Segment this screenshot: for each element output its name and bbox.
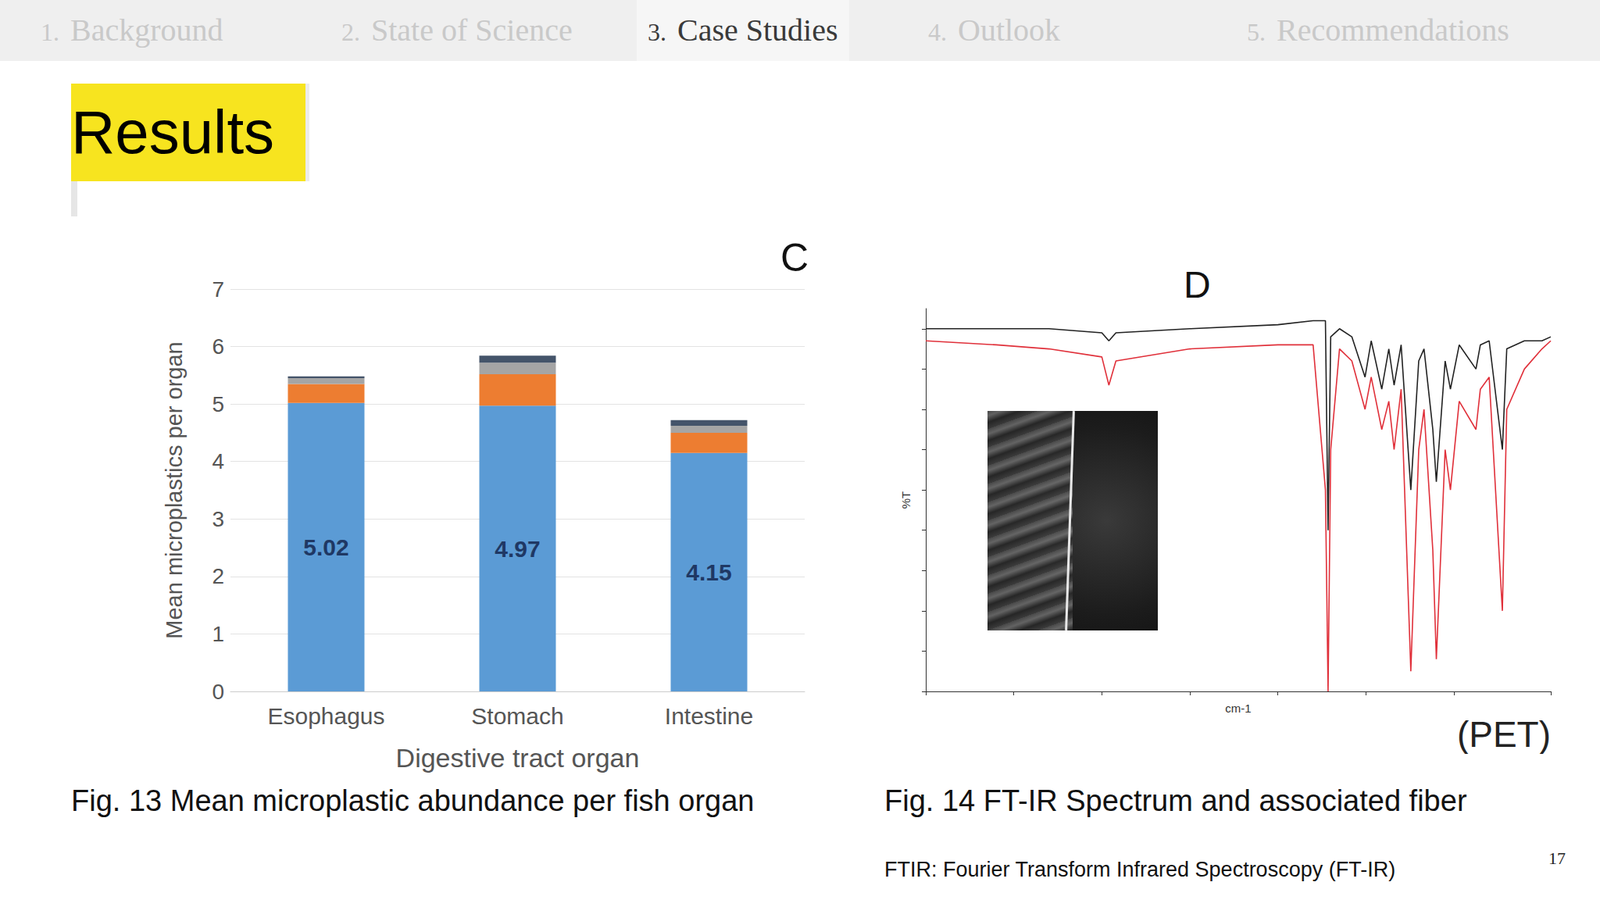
svg-text:Stomach: Stomach: [471, 703, 564, 729]
svg-text:5.02: 5.02: [303, 534, 349, 561]
html-text:17: 17: [1548, 848, 1566, 868]
svg-text:D: D: [1183, 264, 1211, 306]
svg-text:%T: %T: [899, 491, 913, 510]
svg-text:5: 5: [211, 392, 225, 417]
svg-text:Digestive tract organ: Digestive tract organ: [396, 742, 640, 773]
svg-text:Esophagus: Esophagus: [267, 703, 385, 729]
html-text:FTIR: Fourier Transform Infrar: FTIR: Fourier Transform Infrared Spectro…: [884, 857, 1396, 882]
svg-text:C: C: [780, 235, 809, 280]
html-text:Fig. 13 Mean microplastic abun: Fig. 13 Mean microplastic abundance per …: [71, 784, 755, 818]
svg-text:6: 6: [211, 334, 225, 359]
svg-text:4.97: 4.97: [494, 535, 540, 562]
html-text:2. State of Science: 2. State of Science: [341, 12, 573, 48]
svg-text:Mean microplastics per organ: Mean microplastics per organ: [161, 341, 187, 639]
svg-text:0: 0: [211, 679, 225, 704]
html-text:1. Background: 1. Background: [40, 12, 224, 48]
html-text:Results: Results: [71, 97, 275, 167]
svg-text:1: 1: [211, 621, 225, 647]
svg-text:2: 2: [211, 564, 225, 589]
html-text:4. Outlook: 4. Outlook: [928, 12, 1061, 48]
svg-text:7: 7: [211, 277, 225, 302]
svg-text:4: 4: [211, 449, 225, 474]
html-text:3. Case Studies: 3. Case Studies: [647, 12, 838, 48]
svg-text:3: 3: [211, 507, 225, 532]
html-text:Fig. 14 FT-IR Spectrum and ass: Fig. 14 FT-IR Spectrum and associated fi…: [884, 784, 1467, 818]
svg-text:(PET): (PET): [1457, 714, 1551, 754]
svg-text:Intestine: Intestine: [664, 703, 754, 729]
html-text:5. Recommendations: 5. Recommendations: [1246, 12, 1510, 48]
svg-text:cm-1: cm-1: [1225, 701, 1251, 715]
svg-text:4.15: 4.15: [685, 559, 732, 586]
